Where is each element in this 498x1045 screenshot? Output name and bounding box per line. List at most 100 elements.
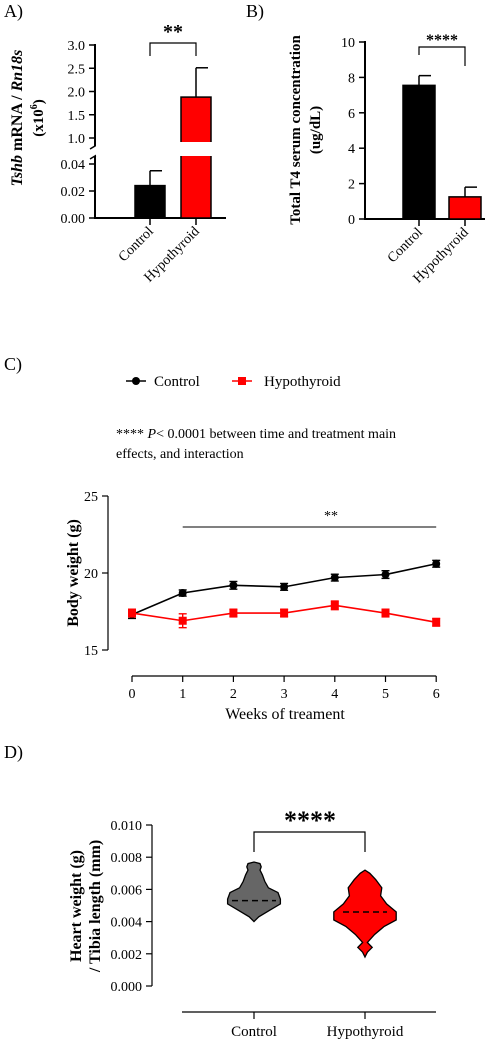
panel-d-y-label-2: / Tibia length (mm) — [87, 840, 104, 973]
panel-c-x-tick-label: 2 — [230, 687, 237, 702]
panel-c-control-point — [432, 559, 441, 568]
svg-text:(x106): (x106) — [29, 99, 47, 137]
legend: Control Hypothyroid — [126, 374, 341, 390]
panel-c-y-tick-label: 20 — [84, 567, 98, 582]
panel-c-hypothyroid-point — [178, 616, 187, 625]
panel-c-y-tick-label: 15 — [84, 644, 98, 659]
panel-b-bar — [448, 196, 482, 220]
panel-a-y-label-ref: Rn18s — [9, 50, 26, 93]
panel-c-y-tick-label: 25 — [84, 490, 98, 505]
panel-b-y-axis-label: Total T4 serum concentration — [288, 35, 304, 225]
panel-b: B) Total T4 serum concentration (ug/dL) … — [246, 1, 485, 286]
panel-a-break-gap — [96, 142, 226, 156]
panel-c-hypothyroid-point — [330, 601, 339, 610]
panel-b-y-tick-label: 0 — [348, 213, 355, 228]
panel-d-y-axis-label: Heart weight (g) — [68, 850, 85, 962]
panel-c-control-point — [229, 581, 238, 590]
panel-d-y-tick-label: 0.002 — [111, 948, 143, 963]
panel-a-plot: 0.000.020.041.01.52.02.53.0ControlHypoth… — [61, 21, 226, 285]
panel-c-hypothyroid-point — [432, 618, 441, 627]
panel-c-x-tick-label: 4 — [331, 687, 338, 702]
svg-text:Tshb mRNA / Rn18s: Tshb mRNA / Rn18s — [9, 50, 26, 187]
panel-d-significance-bracket — [253, 831, 366, 852]
panel-c-hypothyroid-point — [280, 609, 289, 618]
panel-d-y-tick-label: 0.004 — [111, 916, 143, 931]
panel-d-y-tick-label: 0.010 — [111, 819, 143, 834]
stats-note-line2: effects, and interaction — [116, 447, 244, 462]
panel-d-significance-label: **** — [284, 806, 336, 835]
stats-note-rest: < 0.0001 between time and treatment main — [156, 427, 396, 442]
panel-a-y-exp: 6 — [29, 104, 40, 109]
panel-c-plot: 15 20 25 0 1 2 3 4 5 6 ** — [84, 490, 441, 702]
panel-a-bar — [180, 96, 212, 219]
panel-c-label: C) — [4, 354, 22, 375]
panel-b-y-tick-label: 4 — [348, 142, 355, 157]
stats-note-line1: **** P< 0.0001 between time and treatmen… — [116, 427, 396, 442]
panel-d-y-tick-label: 0.006 — [111, 883, 143, 898]
panel-c-hypothyroid-point — [229, 609, 238, 618]
panel-d-x-tick-label: Hypothyroid — [327, 1024, 404, 1040]
panel-d: D) Heart weight (g) / Tibia length (mm) … — [4, 742, 436, 1040]
panel-d-y-axis-label-2: / Tibia length (mm) — [87, 840, 104, 973]
panel-d-label: D) — [4, 742, 23, 763]
panel-c-x-tick-label: 1 — [179, 687, 186, 702]
panel-b-y-tick-label: 10 — [341, 36, 355, 51]
panel-a-x-tick-label: Control — [116, 224, 157, 265]
panel-a-y-tick-label: 2.0 — [68, 86, 86, 101]
panel-b-y-axis-label-2: (ug/dL) — [308, 106, 324, 154]
panel-b-y-label-2: (ug/dL) — [308, 106, 324, 154]
panel-b-significance-label: **** — [426, 32, 458, 49]
panel-a-y-label-mid: mRNA / — [9, 91, 26, 155]
panel-a-y-tick-label: 1.0 — [68, 132, 86, 147]
panel-a-y-close: ) — [31, 99, 47, 104]
panel-c-x-tick-label: 0 — [129, 687, 136, 702]
panel-a-y-label-gene: Tshb — [9, 155, 26, 186]
panel-a-significance-label: ** — [163, 21, 183, 43]
panel-b-label: B) — [246, 1, 264, 22]
legend-control-label: Control — [154, 374, 200, 390]
panel-a-y-tick-label: 0.04 — [61, 158, 86, 173]
panel-a-y-sub: (x10 — [31, 109, 47, 137]
panel-b-significance-bracket — [418, 46, 466, 66]
panel-c-control-point — [280, 582, 289, 591]
panel-d-violin — [226, 861, 282, 923]
panel-d-violin — [333, 869, 397, 959]
panel-a-y-tick-label: 2.5 — [68, 62, 86, 77]
legend-hypothyroid-marker — [238, 377, 246, 385]
panel-d-plot: 0.000 0.002 0.004 0.006 0.008 0.010 Control Hyp… — [111, 806, 436, 1040]
panel-a-y-tick-label: 3.0 — [68, 39, 86, 54]
panel-c-significance-label: ** — [324, 509, 338, 524]
panel-c-x-tick-label: 5 — [382, 687, 389, 702]
panel-a-y-tick-label: 1.5 — [68, 109, 86, 124]
panel-b-y-label-1: Total T4 serum concentration — [288, 35, 304, 225]
panel-a-significance-bracket — [149, 42, 197, 56]
panel-a-y-tick-label: 0.00 — [61, 212, 86, 227]
panel-c-x-tick-label: 3 — [281, 687, 288, 702]
panel-a: A) Tshb mRNA / Rn18s (x106) 0.00 0.02 0.04… — [4, 1, 226, 285]
panel-c-hypothyroid-point — [128, 609, 136, 618]
panel-c: C) Control Hypothyroid **** P< 0.0001 be… — [4, 354, 441, 723]
panel-d-y-label-1: Heart weight (g) — [68, 850, 85, 962]
legend-control-marker — [132, 377, 140, 385]
panel-a-y-axis-sublabel: (x106) — [29, 99, 47, 137]
panel-d-y-tick-label: 0.008 — [111, 851, 143, 866]
stats-note-stars: **** — [116, 427, 144, 442]
panel-c-control-point — [330, 573, 339, 582]
panel-a-bar — [134, 184, 166, 219]
panel-b-y-tick-label: 2 — [348, 178, 355, 193]
panel-d-y-tick-label: 0.000 — [111, 980, 143, 995]
panel-a-y-axis-label: Tshb mRNA / Rn18s — [9, 50, 26, 187]
panel-c-y-axis-label: Body weight (g) — [65, 519, 82, 627]
panel-c-control-point — [178, 589, 187, 598]
panel-a-label: A) — [4, 1, 23, 22]
panel-c-x-tick-label: 6 — [433, 687, 440, 702]
panel-b-y-tick-label: 6 — [348, 107, 355, 122]
panel-c-y-label: Body weight (g) — [65, 519, 82, 627]
panel-d-x-tick-label: Control — [231, 1024, 277, 1040]
panel-c-hypothyroid-point — [381, 609, 390, 618]
stats-note-p: P — [147, 427, 157, 442]
legend-hypothyroid-label: Hypothyroid — [264, 374, 341, 390]
panel-c-control-point — [381, 570, 390, 579]
